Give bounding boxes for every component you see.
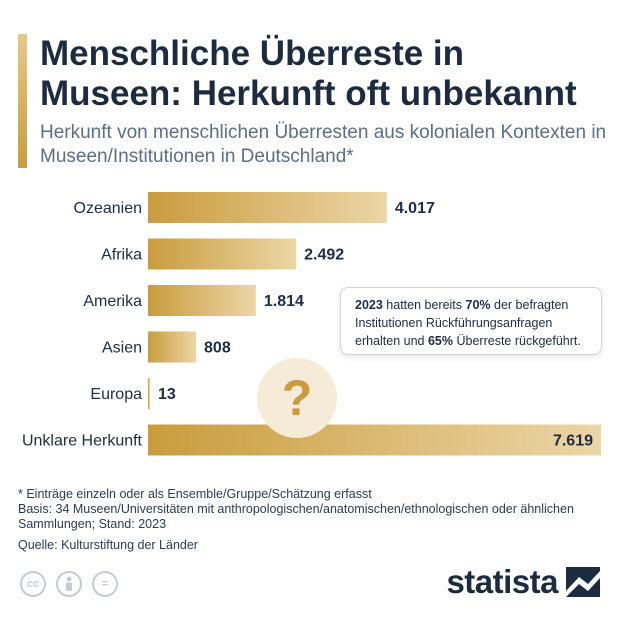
chart-subtitle: Herkunft von menschlichen Überresten aus… bbox=[40, 122, 607, 167]
category-label: Asien bbox=[102, 340, 142, 357]
callout-text-3: Überreste rückgeführt. bbox=[453, 334, 581, 348]
bar bbox=[148, 285, 256, 316]
creative-commons-icon[interactable]: cc bbox=[20, 571, 46, 597]
chart-notes: * Einträge einzeln oder als Ensemble/Gru… bbox=[18, 487, 588, 553]
value-label: 808 bbox=[204, 340, 231, 357]
bar bbox=[148, 331, 197, 363]
basis-note: Basis: 34 Museen/Universitäten mit anthr… bbox=[18, 502, 574, 531]
bar bbox=[148, 192, 387, 223]
category-label: Afrika bbox=[101, 247, 142, 264]
callout-percent-2: 65% bbox=[427, 334, 454, 348]
callout-text-2: der befragten Institutionen Rückführungs… bbox=[355, 298, 569, 348]
no-derivatives-icon[interactable]: = bbox=[92, 571, 118, 597]
footnote: * Einträge einzeln oder als Ensemble/Gru… bbox=[18, 487, 372, 501]
license-icons: cc = bbox=[20, 571, 118, 597]
statista-wordmark: statista bbox=[446, 563, 558, 600]
value-label: 4.017 bbox=[395, 200, 435, 217]
value-label: 1.814 bbox=[264, 293, 304, 310]
bar-chart: Ozeanien 4.017 Afrika 2.492 Amerika 1.814 Asie… bbox=[22, 192, 601, 456]
callout-year: 2023 bbox=[355, 298, 383, 312]
category-label: Europa bbox=[90, 386, 142, 403]
person-glyph-icon bbox=[66, 576, 72, 591]
value-label: 2.492 bbox=[304, 247, 344, 264]
category-label: Unklare Herkunft bbox=[22, 433, 143, 450]
category-label: Amerika bbox=[83, 293, 142, 310]
value-label: 7.619 bbox=[553, 433, 593, 450]
callout-box: 2023 hatten bereits 70% der befragten In… bbox=[340, 287, 602, 355]
question-mark-icon: ? bbox=[257, 358, 337, 438]
bar bbox=[148, 424, 601, 456]
source-note: Quelle: Kulturstiftung der Länder bbox=[18, 538, 198, 552]
bar bbox=[148, 378, 150, 409]
statista-logo[interactable]: statista bbox=[446, 563, 600, 601]
attribution-person-icon[interactable] bbox=[56, 571, 82, 597]
callout-percent-1: 70% bbox=[465, 298, 491, 312]
title-accent-bar bbox=[18, 34, 27, 168]
statista-logo-icon bbox=[566, 567, 600, 597]
bar bbox=[148, 238, 297, 270]
chart-title: Menschliche Überreste in Museen: Herkunf… bbox=[40, 34, 577, 113]
value-label: 13 bbox=[158, 386, 176, 403]
callout-text-1: hatten bereits bbox=[382, 298, 466, 312]
category-label: Ozeanien bbox=[74, 200, 143, 217]
